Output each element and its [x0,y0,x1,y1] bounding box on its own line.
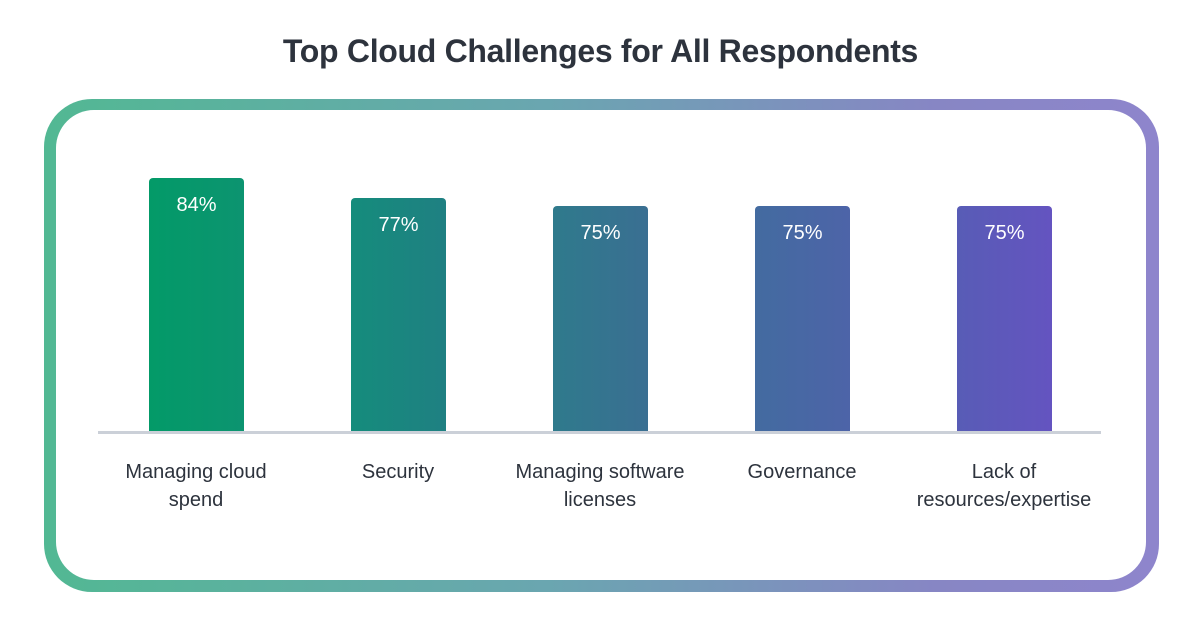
category-label-lack-of-resources: Lack of resources/expertise [894,458,1114,514]
bar-managing-cloud-spend: 84% [149,178,244,432]
category-line: spend [168,489,224,511]
category-line: Managing software [515,461,685,483]
bar-governance: 75% [755,206,850,432]
bar-managing-software-licenses: 75% [553,206,648,432]
x-axis-baseline [98,431,1101,434]
category-line: Security [361,461,435,483]
category-label-managing-software-licenses: Managing software licenses [490,458,710,514]
category-line: Governance [747,461,857,483]
category-label-governance: Governance [692,458,912,486]
category-label-security: Security [288,458,508,486]
category-label-managing-cloud-spend: Managing cloud spend [86,458,306,514]
category-line: Managing cloud [125,461,267,483]
bar-value-label: 77% [378,214,419,236]
bar-value-label: 84% [176,194,217,216]
category-line: resources/expertise [916,489,1092,511]
bar-lack-of-resources: 75% [957,206,1052,432]
category-line: licenses [563,489,637,511]
bar-value-label: 75% [782,222,823,244]
bar-security: 77% [351,198,446,432]
bar-value-label: 75% [984,222,1025,244]
bar-value-label: 75% [580,222,621,244]
category-line: Lack of [971,461,1037,483]
chart-title: Top Cloud Challenges for All Respondents [282,33,919,69]
